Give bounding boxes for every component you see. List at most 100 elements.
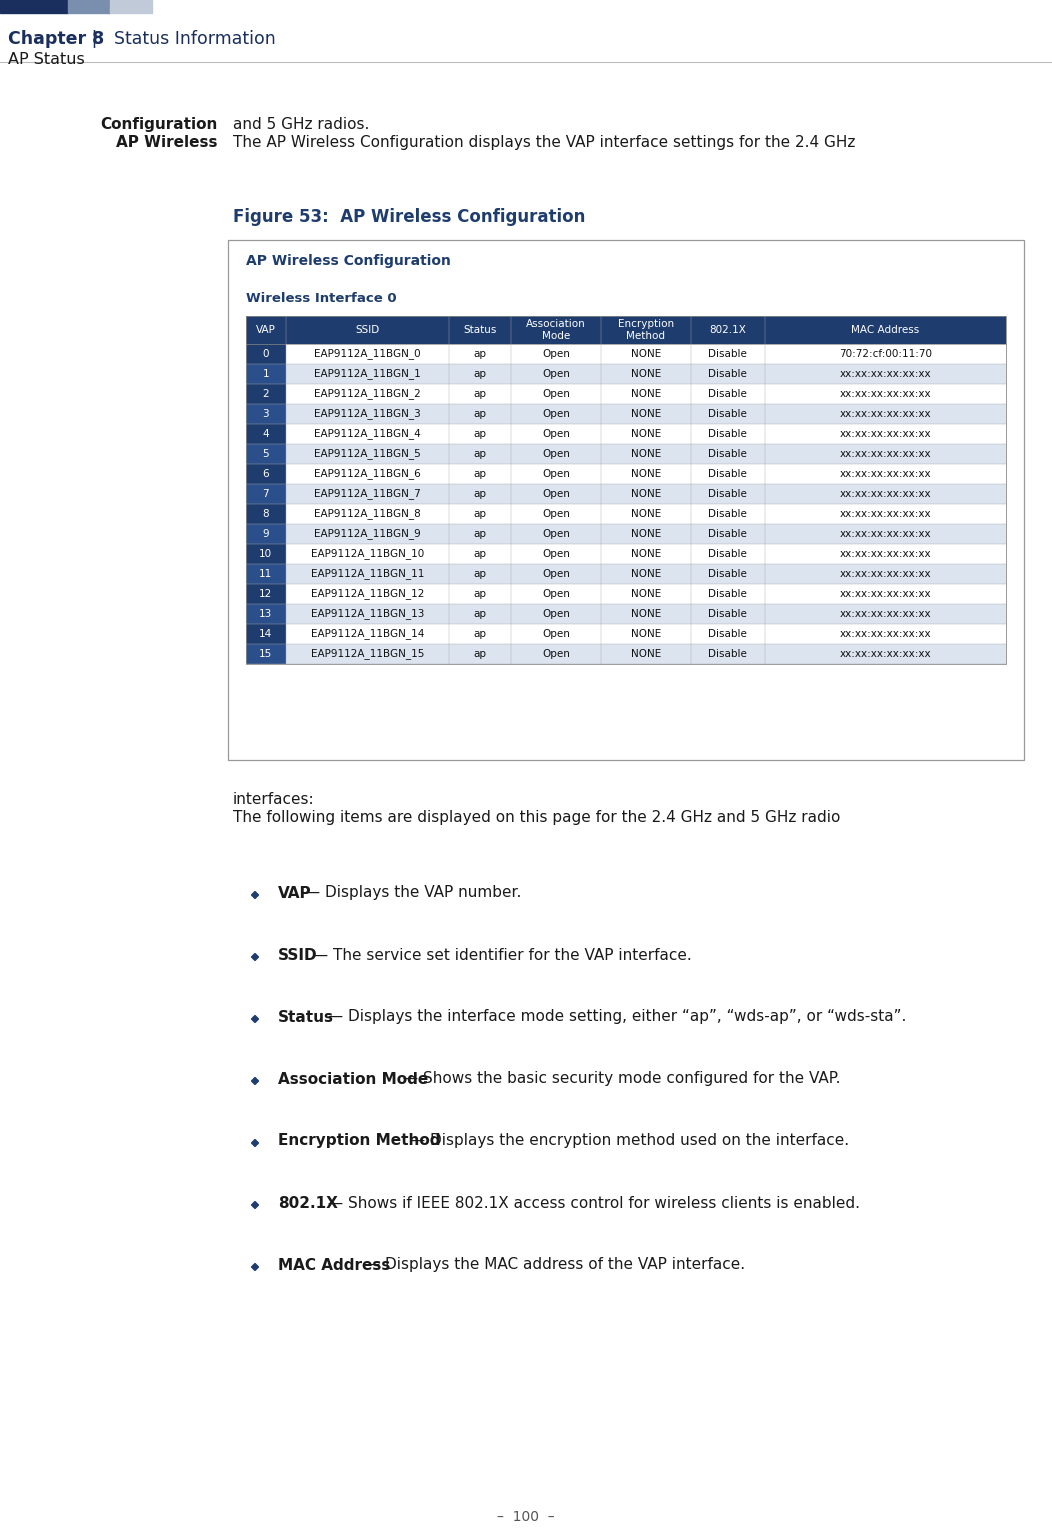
- Text: NONE: NONE: [630, 388, 661, 399]
- Bar: [246, 344, 285, 364]
- Text: EAP9112A_11BGN_5: EAP9112A_11BGN_5: [313, 448, 421, 459]
- Text: — Displays the interface mode setting, either “ap”, “wds-ap”, or “wds-sta”.: — Displays the interface mode setting, e…: [323, 1010, 906, 1024]
- Text: EAP9112A_11BGN_11: EAP9112A_11BGN_11: [310, 568, 424, 579]
- Bar: [601, 484, 690, 503]
- Text: Chapter 8: Chapter 8: [8, 31, 104, 48]
- Bar: [511, 364, 601, 384]
- Text: Disable: Disable: [708, 569, 747, 579]
- Bar: [449, 316, 511, 344]
- Bar: [511, 603, 601, 625]
- Bar: [246, 384, 285, 404]
- Bar: [601, 424, 690, 444]
- Text: 3: 3: [262, 408, 269, 419]
- Text: EAP9112A_11BGN_12: EAP9112A_11BGN_12: [310, 588, 424, 600]
- Text: NONE: NONE: [630, 428, 661, 439]
- Text: EAP9112A_11BGN_15: EAP9112A_11BGN_15: [310, 649, 424, 660]
- Text: interfaces:: interfaces:: [232, 792, 315, 807]
- Text: EAP9112A_11BGN_6: EAP9112A_11BGN_6: [313, 468, 421, 479]
- Bar: [511, 625, 601, 645]
- Text: NONE: NONE: [630, 490, 661, 499]
- Text: NONE: NONE: [630, 589, 661, 599]
- Text: 10: 10: [259, 550, 272, 559]
- Bar: [765, 583, 1006, 603]
- Bar: [765, 523, 1006, 543]
- Bar: [601, 316, 690, 344]
- Text: 15: 15: [259, 649, 272, 659]
- Bar: [285, 563, 449, 583]
- Text: AP Wireless Configuration: AP Wireless Configuration: [246, 253, 451, 269]
- Text: ap: ap: [473, 550, 487, 559]
- Bar: [601, 523, 690, 543]
- Bar: [601, 364, 690, 384]
- Bar: [765, 603, 1006, 625]
- Text: NONE: NONE: [630, 450, 661, 459]
- Text: Disable: Disable: [708, 368, 747, 379]
- Bar: [690, 583, 765, 603]
- Text: 7: 7: [262, 490, 269, 499]
- Text: 0: 0: [263, 348, 269, 359]
- Text: ap: ap: [473, 408, 487, 419]
- Text: 1: 1: [262, 368, 269, 379]
- Text: 11: 11: [259, 569, 272, 579]
- Text: xx:xx:xx:xx:xx:xx: xx:xx:xx:xx:xx:xx: [839, 408, 931, 419]
- Bar: [449, 625, 511, 645]
- Bar: [690, 424, 765, 444]
- Bar: [246, 424, 285, 444]
- Text: 70:72:cf:00:11:70: 70:72:cf:00:11:70: [839, 348, 932, 359]
- Text: NONE: NONE: [630, 629, 661, 639]
- Text: Disable: Disable: [708, 510, 747, 519]
- Text: AP Wireless: AP Wireless: [117, 135, 218, 150]
- Text: Status Information: Status Information: [114, 31, 276, 48]
- Bar: [765, 625, 1006, 645]
- Text: Open: Open: [542, 348, 570, 359]
- Text: — Displays the MAC address of the VAP interface.: — Displays the MAC address of the VAP in…: [360, 1257, 746, 1273]
- Text: ap: ap: [473, 649, 487, 659]
- Bar: [449, 404, 511, 424]
- Text: Encryption Method: Encryption Method: [278, 1133, 441, 1148]
- Bar: [285, 424, 449, 444]
- Text: xx:xx:xx:xx:xx:xx: xx:xx:xx:xx:xx:xx: [839, 550, 931, 559]
- Bar: [285, 625, 449, 645]
- Bar: [511, 316, 601, 344]
- Text: xx:xx:xx:xx:xx:xx: xx:xx:xx:xx:xx:xx: [839, 510, 931, 519]
- Bar: [690, 404, 765, 424]
- Text: Disable: Disable: [708, 530, 747, 539]
- Bar: [246, 316, 1006, 665]
- Bar: [601, 583, 690, 603]
- Bar: [690, 316, 765, 344]
- Text: Disable: Disable: [708, 550, 747, 559]
- Bar: [246, 645, 285, 665]
- Text: NONE: NONE: [630, 470, 661, 479]
- Text: 13: 13: [259, 609, 272, 619]
- Text: 4: 4: [262, 428, 269, 439]
- Text: xx:xx:xx:xx:xx:xx: xx:xx:xx:xx:xx:xx: [839, 530, 931, 539]
- Text: EAP9112A_11BGN_3: EAP9112A_11BGN_3: [313, 408, 421, 419]
- Text: NONE: NONE: [630, 550, 661, 559]
- Text: VAP: VAP: [278, 886, 311, 901]
- Bar: [511, 444, 601, 464]
- Bar: [246, 603, 285, 625]
- Bar: [449, 424, 511, 444]
- Text: Disable: Disable: [708, 348, 747, 359]
- Bar: [246, 444, 285, 464]
- Bar: [0, 0, 68, 12]
- Bar: [690, 645, 765, 665]
- Text: 12: 12: [259, 589, 272, 599]
- Bar: [449, 523, 511, 543]
- Bar: [765, 364, 1006, 384]
- Text: Disable: Disable: [708, 629, 747, 639]
- Bar: [285, 316, 449, 344]
- Text: EAP9112A_11BGN_13: EAP9112A_11BGN_13: [310, 608, 424, 620]
- Text: NONE: NONE: [630, 649, 661, 659]
- Bar: [601, 384, 690, 404]
- Text: ap: ap: [473, 510, 487, 519]
- Text: 14: 14: [259, 629, 272, 639]
- Bar: [246, 404, 285, 424]
- Text: ap: ap: [473, 428, 487, 439]
- Bar: [246, 523, 285, 543]
- Text: xx:xx:xx:xx:xx:xx: xx:xx:xx:xx:xx:xx: [839, 490, 931, 499]
- Text: ap: ap: [473, 609, 487, 619]
- Bar: [449, 444, 511, 464]
- Bar: [228, 239, 1024, 760]
- Bar: [449, 364, 511, 384]
